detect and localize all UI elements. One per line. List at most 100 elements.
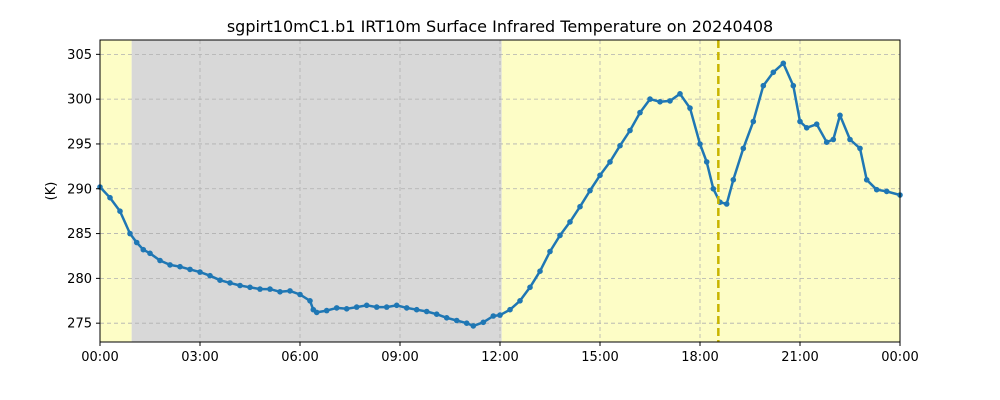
data-point [490,313,497,319]
data-point [133,239,140,246]
data-point [307,298,313,304]
data-point [187,266,193,273]
data-point [577,203,583,210]
data-point [217,277,223,284]
data-point [257,286,263,292]
data-point [353,304,360,310]
data-point [197,269,203,275]
data-point [667,98,673,104]
data-point [813,121,820,127]
data-point [677,91,683,97]
data-point [790,82,797,89]
data-point [403,305,410,311]
y-tick-label: 275 [67,317,92,332]
data-point [830,136,837,143]
y-axis-label: (K) [44,182,59,201]
series-layer [97,60,903,329]
x-axis: 00:00 03:00 06:00 09:00 12:00 15:00 18:00 21:00… [81,342,919,365]
data-point [537,268,543,275]
data-point [453,317,460,324]
data-point [657,99,663,105]
data-point [797,118,803,125]
data-point [413,306,420,313]
data-point [433,311,440,318]
data-point [647,96,653,102]
y-tick-label: 305 [67,48,92,63]
data-point [237,282,243,289]
data-point [780,60,787,67]
data-point [333,305,340,311]
data-point [617,142,623,149]
data-point [557,232,563,239]
data-point [247,284,253,291]
data-point [607,159,613,165]
data-point [227,280,233,286]
grid-lines [99,40,901,342]
data-point [750,118,757,125]
data-point [297,291,303,298]
data-point [587,187,593,194]
data-point [277,289,283,295]
data-point [723,201,730,207]
x-tick-label: 18:00 [681,350,718,365]
y-tick-label: 300 [67,93,92,108]
chart-title: sgpirt10mC1.b1 IRT10m Surface Infrared T… [227,17,773,36]
data-point [527,284,533,291]
data-point [710,186,717,192]
x-tick-label: 00:00 [81,350,118,365]
data-point [567,219,573,225]
data-point [363,302,370,309]
y-tick-label: 295 [67,137,92,152]
data-point [383,304,390,310]
data-point [157,257,163,264]
data-point [637,109,643,116]
data-point [373,304,380,310]
data-point [697,141,703,147]
data-point [883,188,890,195]
data-point [127,230,133,237]
data-point [547,248,553,255]
y-tick-label: 285 [67,227,92,242]
data-point [803,125,810,131]
data-point [760,82,767,89]
x-tick-label: 21:00 [781,350,818,365]
data-point [287,288,293,294]
data-point [627,127,633,134]
data-point [687,105,693,111]
data-point [177,263,183,270]
data-point [823,139,830,145]
y-tick-label: 280 [67,272,92,287]
data-point [507,306,513,313]
data-point [463,320,470,327]
data-point [443,315,450,321]
x-tick-label: 09:00 [381,350,418,365]
data-point [597,172,603,179]
data-point [393,302,400,309]
x-tick-label: 03:00 [181,350,218,365]
data-point [873,186,880,193]
data-point [857,145,863,152]
data-point [323,307,330,314]
x-tick-label: 12:00 [481,350,518,365]
data-point [770,69,777,76]
x-tick-label: 15:00 [581,350,618,365]
data-point [470,323,477,329]
y-axis: 275 280 285 290 295 300 305 [67,48,100,332]
data-point [517,298,523,304]
data-point [107,194,113,201]
data-point [117,208,123,214]
data-point [167,262,173,268]
data-point [497,312,503,318]
data-point [480,319,487,326]
x-tick-label: 06:00 [281,350,318,365]
x-tick-label: 00:00 [881,350,918,365]
data-point [863,177,870,183]
data-point [207,272,213,279]
data-point [730,177,737,183]
data-point [147,250,153,257]
daylight-region [501,40,900,342]
y-tick-label: 290 [67,182,92,197]
data-point [267,286,273,292]
data-point [343,306,350,312]
